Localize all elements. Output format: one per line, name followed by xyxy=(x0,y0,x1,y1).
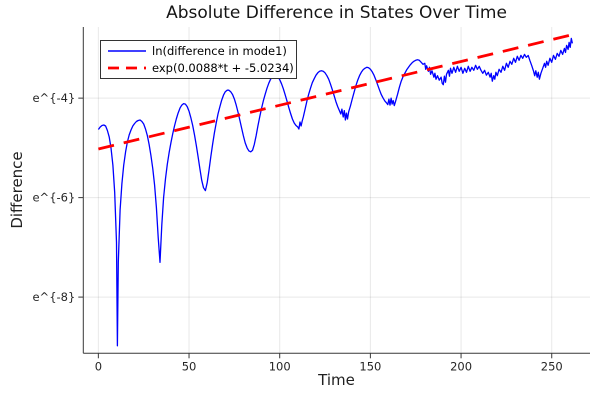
legend-line-sample-dashed xyxy=(108,66,146,70)
x-tick-label: 150 xyxy=(359,359,381,373)
x-tick-label: 50 xyxy=(182,359,197,373)
legend: ln(difference in mode1) exp(0.0088*t + -… xyxy=(100,40,297,79)
y-tick-label: e^{-6} xyxy=(32,191,75,205)
y-axis-label: Difference xyxy=(8,151,26,229)
x-tick-label: 0 xyxy=(95,359,102,373)
chart-title: Absolute Difference in States Over Time xyxy=(166,3,507,23)
y-tick-label: e^{-8} xyxy=(32,290,75,304)
legend-label-difference: ln(difference in mode1) xyxy=(152,43,287,58)
x-axis-label: Time xyxy=(318,371,355,389)
legend-entry-fit: exp(0.0088*t + -5.0234) xyxy=(107,60,294,78)
y-tick-label: e^{-4} xyxy=(32,91,75,105)
fit-line xyxy=(98,33,573,151)
difference-line xyxy=(97,37,574,347)
legend-line-sample-solid xyxy=(108,49,146,52)
legend-label-fit: exp(0.0088*t + -5.0234) xyxy=(152,61,294,76)
x-tick-label: 100 xyxy=(269,359,291,373)
x-tick-label: 250 xyxy=(541,359,563,373)
legend-entry-difference: ln(difference in mode1) xyxy=(107,42,290,60)
x-tick-label: 200 xyxy=(450,359,472,373)
